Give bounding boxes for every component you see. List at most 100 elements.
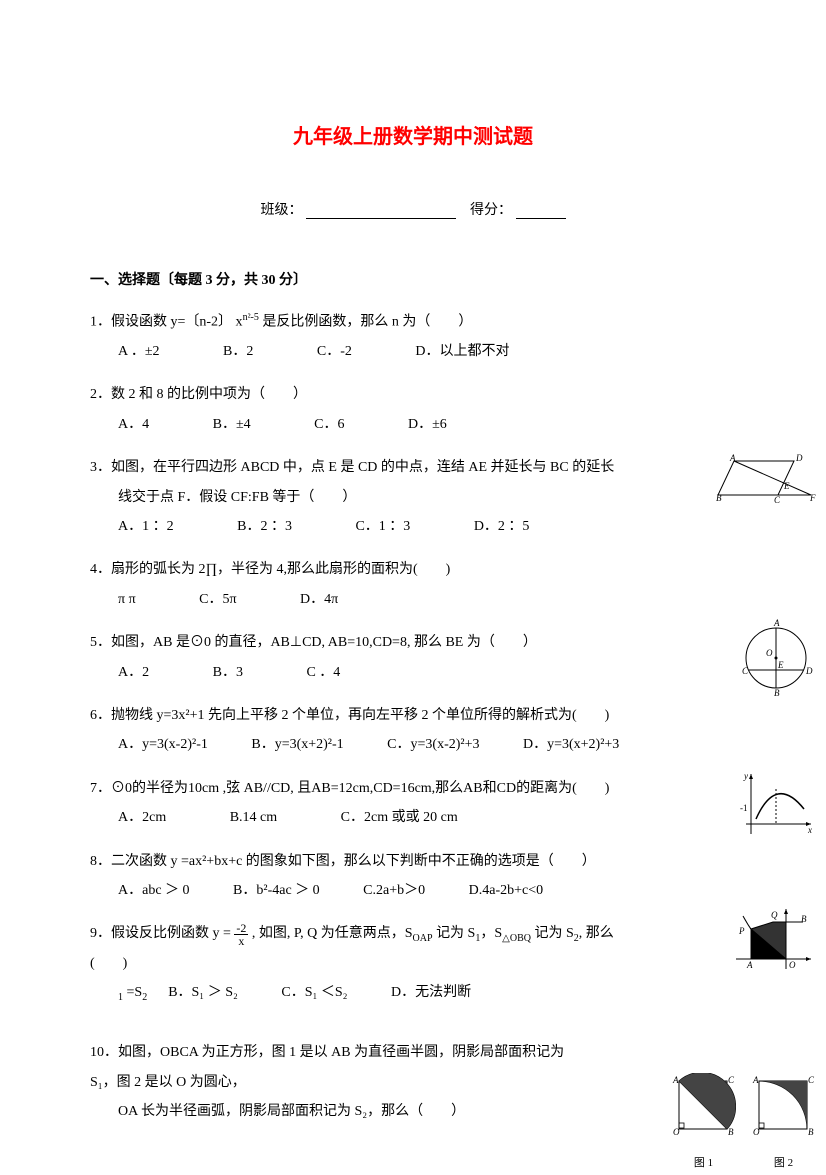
q3-opt-d: D．2 ：5: [474, 512, 530, 541]
q7-text: 7．⊙0的半径为10cm ,弦 AB//CD, 且AB=12cm,CD=16cm…: [90, 781, 609, 796]
svg-text:B: B: [716, 493, 722, 503]
q8-text: 8．二次函数 y =ax²+bx+c 的图象如下图，那么以下判断中不正确的选项是…: [90, 854, 596, 869]
svg-text:B: B: [774, 688, 780, 698]
q2-opt-b: B．±4: [213, 410, 251, 439]
svg-text:O: O: [789, 960, 796, 970]
q9-opt-c: C．S₁ ＜S₂: [281, 978, 347, 1007]
section-1-title: 一、选择题〔每题 3 分，共 30 分〕: [90, 269, 736, 289]
svg-text:C: C: [742, 666, 749, 676]
svg-text:-1: -1: [740, 803, 748, 813]
q10-fig2: A C O B 图 2: [751, 1073, 816, 1174]
svg-text:C: C: [774, 495, 781, 505]
q7-opt-a: A．2cm: [118, 803, 166, 832]
q9-text-a: 9．假设反比例函数 y =: [90, 926, 234, 941]
q6-options: A．y=3(x-2)²-1 B．y=3(x+2)²-1 C．y=3(x-2)²+…: [90, 730, 736, 759]
q9-frac: -2x: [234, 922, 248, 947]
q9-figure: P Q B A O: [731, 904, 816, 974]
q8-opt-b: B．b²-4ac ＞ 0: [233, 876, 320, 905]
question-2: 2．数 2 和 8 的比例中项为（ ） A．4 B．±4 C．6 D．±6: [90, 380, 736, 439]
q3-text2: 线交于点 F．假设 CF:FB 等于（ ）: [90, 490, 356, 505]
svg-text:D: D: [795, 453, 803, 463]
q10-cap1: 图 1: [671, 1152, 736, 1175]
q6-opt-a: A．y=3(x-2)²-1: [118, 730, 208, 759]
q10-text2: OA 长为半径画弧，阴影局部面积记为 S₂，那么（ ）: [90, 1104, 465, 1119]
q1-options: A ．±2 B．2 C．-2 D．以上都不对: [90, 337, 736, 366]
question-8: 8．二次函数 y =ax²+bx+c 的图象如下图，那么以下判断中不正确的选项是…: [90, 847, 736, 906]
q10-figures: A C O B 图 1 A C O B 图 2: [671, 1073, 816, 1174]
q9-options: 1 =S2 B．S₁ ＞ S₂ C．S₁ ＜S₂ D．无法判断: [90, 978, 626, 1008]
q8-opt-d: D.4a-2b+c<0: [469, 876, 544, 905]
q9-opt-b: B．S₁ ＞ S₂: [168, 978, 238, 1007]
svg-text:A: A: [746, 960, 753, 970]
svg-text:B: B: [808, 1127, 814, 1137]
question-9: 9．假设反比例函数 y = -2x , 如图, P, Q 为任意两点，SOAP …: [90, 919, 736, 1008]
q7-options: A．2cm B.14 cm C．2cm 或或 20 cm: [90, 803, 626, 832]
svg-text:F: F: [809, 493, 816, 503]
q5-options: A．2 B．3 C ．4: [90, 658, 626, 687]
class-blank[interactable]: [306, 205, 456, 219]
q4-text: 4．扇形的弧长为 2∏，半径为 4,那么此扇形的面积为( ): [90, 562, 450, 577]
svg-text:E: E: [783, 481, 790, 491]
svg-text:O: O: [673, 1127, 680, 1137]
q2-opt-a: A．4: [118, 410, 149, 439]
q2-opt-c: C．6: [314, 410, 344, 439]
svg-text:x: x: [807, 825, 812, 835]
class-label: 班级：: [261, 203, 303, 218]
q9-text-e: 记为 S: [531, 926, 574, 941]
q4-opt-a: π π: [118, 585, 136, 614]
q6-opt-b: B．y=3(x+2)²-1: [251, 730, 343, 759]
q10-fig1: A C O B 图 1: [671, 1073, 736, 1174]
svg-text:E: E: [777, 660, 784, 670]
q7-opt-b: B.14 cm: [230, 803, 277, 832]
q1-opt-b: B．2: [223, 337, 253, 366]
question-3: 3．如图，在平行四边形 ABCD 中，点 E 是 CD 的中点，连结 AE 并延…: [90, 453, 736, 541]
question-7: 7．⊙0的半径为10cm ,弦 AB//CD, 且AB=12cm,CD=16cm…: [90, 774, 736, 833]
q6-text: 6．抛物线 y=3x²+1 先向上平移 2 个单位，再向左平移 2 个单位所得的…: [90, 708, 609, 723]
svg-text:A: A: [729, 453, 736, 463]
q8-opt-c: C.2a+b＞0: [363, 876, 425, 905]
q2-options: A．4 B．±4 C．6 D．±6: [90, 410, 736, 439]
svg-text:O: O: [766, 648, 773, 658]
question-5: 5．如图，AB 是⊙0 的直径，AB⊥CD, AB=10,CD=8, 那么 BE…: [90, 628, 736, 687]
q1-opt-d: D．以上都不对: [415, 337, 509, 366]
q4-opt-d: D．4π: [300, 585, 338, 614]
q1-opt-c: C．-2: [317, 337, 352, 366]
q4-options: π π C．5π D．4π: [90, 585, 736, 614]
q9-text-c: 记为 S: [433, 926, 476, 941]
svg-text:Q: Q: [771, 910, 778, 920]
q1-text2: 是反比例函数，那么 n 为（ ）: [259, 315, 473, 330]
page-title: 九年级上册数学期中测试题: [90, 120, 736, 149]
q10-cap2: 图 2: [751, 1152, 816, 1175]
q2-opt-d: D．±6: [408, 410, 447, 439]
q9-text-d: ，S: [480, 926, 502, 941]
svg-text:P: P: [738, 926, 745, 936]
q9-l2c: 2: [142, 992, 147, 1003]
q9-l2b: =S: [123, 985, 142, 1000]
q8-opt-a: A．abc ＞ 0: [118, 876, 190, 905]
q5-opt-b: B．3: [213, 658, 243, 687]
svg-text:O: O: [753, 1127, 760, 1137]
q6-opt-d: D．y=3(x+2)²+3: [523, 730, 619, 759]
q5-text: 5．如图，AB 是⊙0 的直径，AB⊥CD, AB=10,CD=8, 那么 BE…: [90, 635, 537, 650]
svg-text:C: C: [728, 1075, 735, 1085]
svg-text:C: C: [808, 1075, 815, 1085]
q9-text-b: , 如图, P, Q 为任意两点，S: [248, 926, 412, 941]
q2-text: 2．数 2 和 8 的比例中项为（ ）: [90, 387, 307, 402]
q8-options: A．abc ＞ 0 B．b²-4ac ＞ 0 C.2a+b＞0 D.4a-2b+…: [90, 876, 626, 905]
svg-text:D: D: [805, 666, 813, 676]
q5-figure: A O E C D B: [736, 618, 816, 698]
svg-text:A: A: [672, 1075, 679, 1085]
q1-opt-a: A ．±2: [118, 337, 160, 366]
q3-text: 3．如图，在平行四边形 ABCD 中，点 E 是 CD 的中点，连结 AE 并延…: [90, 460, 614, 475]
question-4: 4．扇形的弧长为 2∏，半径为 4,那么此扇形的面积为( ) π π C．5π …: [90, 555, 736, 614]
score-label: 得分：: [470, 203, 512, 218]
svg-text:B: B: [728, 1127, 734, 1137]
header-fields: 班级： 得分：: [90, 199, 736, 219]
question-6: 6．抛物线 y=3x²+1 先向上平移 2 个单位，再向左平移 2 个单位所得的…: [90, 701, 736, 760]
score-blank[interactable]: [516, 205, 566, 219]
q1-exp: n²-5: [243, 312, 259, 323]
q6-opt-c: C．y=3(x-2)²+3: [387, 730, 479, 759]
q9-sub3: △OBQ: [502, 933, 531, 944]
q9-opt-d: D．无法判断: [391, 978, 471, 1007]
q3-opt-c: C．1 ：3: [355, 512, 410, 541]
